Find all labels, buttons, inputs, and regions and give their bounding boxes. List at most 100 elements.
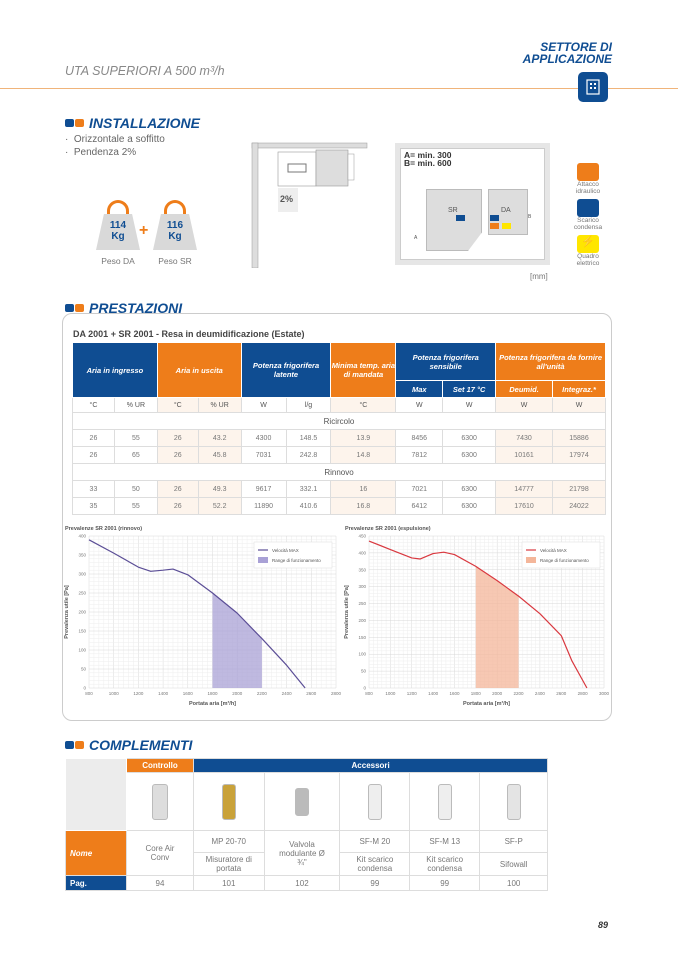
x-tick-label: 1000 xyxy=(109,691,120,696)
condensate-drain-icon xyxy=(490,215,499,221)
product-code: Core Air Conv xyxy=(125,830,194,876)
legend-area-swatch xyxy=(526,557,536,563)
table-cell: 332.1 xyxy=(285,480,332,498)
table-cell: 65 xyxy=(113,446,158,464)
product-page: 102 xyxy=(263,875,341,891)
y-tick-label: 300 xyxy=(78,572,86,577)
y-tick-label: 250 xyxy=(358,601,366,606)
unit-cell: % UR xyxy=(197,397,242,413)
unit-cell: W xyxy=(395,397,444,413)
table-cell: 9617 xyxy=(240,480,287,498)
table-cell: 4300 xyxy=(240,429,287,447)
table-cell: 43.2 xyxy=(197,429,242,447)
plus-icon: + xyxy=(139,222,149,239)
performance-table: Aria in ingresso Aria in uscita Potenza fr… xyxy=(72,342,607,515)
x-tick-label: 800 xyxy=(365,691,373,696)
building-icon xyxy=(578,72,608,102)
siphon-icon xyxy=(506,783,521,820)
table-cell: 16.8 xyxy=(330,497,397,515)
plan-view-diagram: A= min. 300 B= min. 600 SR DA A B xyxy=(395,143,550,265)
y-tick-label: 300 xyxy=(358,584,366,589)
x-tick-label: 1400 xyxy=(428,691,439,696)
table-row: 35 55 26 52.2 11890 410.6 16.8 6412 6300 17610 240… xyxy=(72,497,607,515)
svg-text:2%: 2% xyxy=(280,194,293,204)
x-tick-label: 2800 xyxy=(578,691,589,696)
side-view-diagram: 2% xyxy=(251,142,368,268)
electric-panel-icon: ⚡ xyxy=(577,235,599,253)
x-tick-label: 2400 xyxy=(535,691,546,696)
table-cell: 10161 xyxy=(495,446,553,464)
product-code: SF-M 13 xyxy=(409,830,481,853)
y-axis-label: Prevalenza utile [Pa] xyxy=(344,585,350,639)
water-connection-icon xyxy=(577,163,599,181)
x-tick-label: 2600 xyxy=(556,691,567,696)
table-cell: 45.8 xyxy=(197,446,242,464)
x-tick-label: 1400 xyxy=(158,691,169,696)
table-cell: 26 xyxy=(156,480,199,498)
table-cell: 242.8 xyxy=(285,446,332,464)
y-tick-label: 200 xyxy=(78,610,86,615)
table-cell: 6300 xyxy=(442,480,497,498)
x-tick-label: 1600 xyxy=(183,691,194,696)
product-image xyxy=(263,772,341,831)
x-tick-label: 1200 xyxy=(133,691,144,696)
weight-sr: 116 Kg Peso SR xyxy=(153,200,197,266)
table-cell: 14777 xyxy=(495,480,553,498)
product-image xyxy=(339,772,411,831)
legend-box xyxy=(521,541,601,569)
product-page: 100 xyxy=(479,875,549,891)
table-cell: 6300 xyxy=(442,446,497,464)
x-tick-label: 2600 xyxy=(306,691,317,696)
x-tick-label: 1200 xyxy=(407,691,418,696)
unit-cell: W xyxy=(551,397,607,413)
table-cell: 7031 xyxy=(240,446,287,464)
table-cell: 148.5 xyxy=(285,429,332,447)
drain-kit-icon xyxy=(437,783,452,820)
electric-panel-icon xyxy=(502,223,511,229)
section-title-prestazioni: PRESTAZIONI xyxy=(65,300,182,316)
product-image xyxy=(409,772,481,831)
table-cell: 52.2 xyxy=(197,497,242,515)
x-tick-label: 1000 xyxy=(385,691,396,696)
y-tick-label: 400 xyxy=(358,550,366,555)
table-cell: 33 xyxy=(72,480,115,498)
chart-title: Prevalenze SR 2001 (rinnovo) xyxy=(65,526,142,532)
unit-cell: W xyxy=(240,397,287,413)
legend-area-swatch xyxy=(258,557,268,563)
table-cell: 11890 xyxy=(240,497,287,515)
table-cell: 17974 xyxy=(551,446,607,464)
y-tick-label: 100 xyxy=(358,652,366,657)
table-cell: 6300 xyxy=(442,497,497,515)
product-desc: Kit scarico condensa xyxy=(409,852,481,876)
chart-rinnovo: Prevalenze SR 2001 (rinnovo) 800 1000 1200 1… xyxy=(64,526,342,707)
product-code: SF-P xyxy=(479,830,549,853)
table-cell: 16 xyxy=(330,480,397,498)
table-cell: 50 xyxy=(113,480,158,498)
x-axis-label: Portata aria [m³/h] xyxy=(189,700,236,707)
x-tick-label: 2200 xyxy=(257,691,268,696)
valve-icon xyxy=(294,787,309,816)
table-cell: 14.8 xyxy=(330,446,397,464)
product-page: 94 xyxy=(125,875,194,891)
legend-label: Velocità MAX xyxy=(272,548,299,553)
table-cell: 13.9 xyxy=(330,429,397,447)
y-tick-label: 150 xyxy=(358,635,366,640)
section-title-complementi: COMPLEMENTI xyxy=(65,737,192,753)
x-tick-label: 800 xyxy=(85,691,93,696)
product-code: Valvola modulante Ø ¾" xyxy=(263,830,341,876)
x-tick-label: 2000 xyxy=(232,691,243,696)
y-tick-label: 50 xyxy=(81,667,87,672)
table-cell: 7021 xyxy=(395,480,444,498)
table-row: 26 65 26 45.8 7031 242.8 14.8 7812 6300 10161 1797… xyxy=(72,446,607,464)
page-subtitle: UTA SUPERIORI A 500 m³/h xyxy=(65,64,225,78)
legend-label: Range di funzionamento xyxy=(540,558,589,563)
operating-range-area xyxy=(475,566,519,688)
x-axis-label: Portata aria [m³/h] xyxy=(463,700,510,707)
table-cell: 21798 xyxy=(551,480,607,498)
y-tick-label: 350 xyxy=(78,553,86,558)
y-tick-label: 250 xyxy=(78,591,86,596)
table-cell: 35 xyxy=(72,497,115,515)
flow-meter-icon xyxy=(221,783,236,820)
y-tick-label: 350 xyxy=(358,567,366,572)
section-title-installazione: INSTALLAZIONE xyxy=(65,115,200,131)
